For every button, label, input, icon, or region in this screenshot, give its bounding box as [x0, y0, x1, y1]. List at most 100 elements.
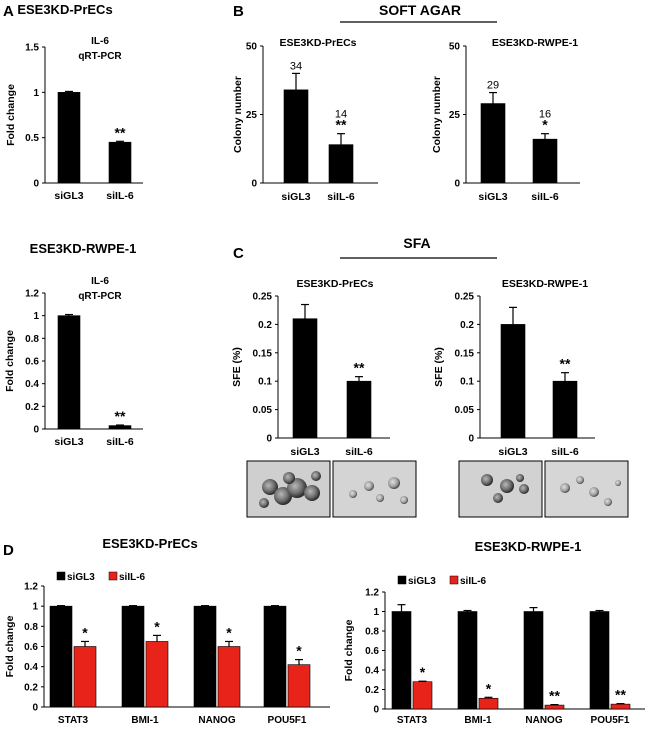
chart-a1: ESE3KD-PrECs IL-6 qRT-PCR 0 0.5 1 1.5 Fold chan… — [5, 2, 143, 202]
x-tick-label: siGL3 — [290, 446, 319, 458]
y-tick-label: 0.6 — [365, 646, 379, 657]
y-tick-label: 0.5 — [25, 133, 39, 144]
legend-label: siGL3 — [408, 576, 436, 587]
y-tick-label: 50 — [449, 42, 461, 53]
significance-marker: ** — [115, 124, 126, 140]
significance-marker: ** — [336, 117, 347, 133]
bar — [412, 681, 433, 710]
bar — [57, 315, 81, 430]
y-axis-label: Fold change — [5, 84, 17, 146]
chart-heading: ESE3KD-PrECs — [17, 2, 112, 17]
bar — [500, 324, 526, 439]
y-axis-label: Colony number — [431, 76, 443, 153]
bar — [49, 605, 73, 708]
y-tick-label: 0 — [251, 179, 257, 190]
bar — [589, 611, 610, 710]
bar — [391, 611, 412, 710]
x-tick-label: siIL-6 — [345, 446, 373, 458]
y-tick-label: 1 — [33, 311, 39, 322]
chart-heading: ESE3KD-PrECs — [296, 278, 373, 290]
chart-d1: ESE3KD-PrECs 0 0.2 0.4 0.6 0.8 1 1.2 Fold change… — [4, 536, 330, 726]
y-tick-label: 0 — [454, 179, 460, 190]
significance-marker: ** — [115, 408, 126, 424]
chart-b2: ESE3KD-RWPE-1 0 25 50 Colony number siGL3 siIL… — [431, 37, 580, 203]
x-tick-label: siGL3 — [54, 436, 83, 448]
bar — [523, 611, 544, 710]
bar — [217, 646, 241, 708]
x-tick-label: STAT3 — [58, 715, 89, 726]
legend-swatch — [397, 575, 407, 585]
y-tick-label: 0.25 — [253, 292, 273, 303]
significance-marker: * — [420, 664, 426, 680]
legend-swatch — [449, 575, 459, 585]
chart-heading: ESE3KD-RWPE-1 — [475, 539, 582, 554]
y-tick-label: 0.1 — [460, 377, 474, 388]
microscopy-image-rwpe-siil6 — [544, 460, 629, 518]
y-tick-label: 0.15 — [253, 348, 273, 359]
y-tick-label: 0 — [468, 434, 474, 445]
x-tick-label: siIL-6 — [551, 446, 579, 458]
panel-label-a: A — [3, 3, 14, 20]
y-tick-label: 0.8 — [25, 334, 39, 345]
y-tick-label: 0 — [33, 425, 39, 436]
significance-marker: ** — [354, 360, 365, 376]
y-axis-label: Fold change — [4, 615, 16, 677]
bar — [292, 318, 318, 439]
bar — [57, 92, 81, 184]
bar — [346, 380, 372, 439]
microscopy-image-rwpe-sigl3 — [458, 460, 543, 518]
y-tick-label: 25 — [449, 110, 461, 121]
y-tick-label: 1.2 — [24, 582, 38, 593]
significance-marker: ** — [560, 356, 571, 372]
significance-marker: * — [296, 643, 302, 659]
x-tick-label: POU5F1 — [591, 715, 630, 726]
bar — [193, 605, 217, 708]
legend-swatch — [56, 571, 66, 581]
y-tick-label: 0.4 — [25, 379, 39, 390]
x-tick-label: siGL3 — [54, 190, 83, 202]
x-tick-label: POU5F1 — [268, 715, 307, 726]
microscopy-image-prec-sigl3 — [246, 460, 331, 518]
chart-c2: ESE3KD-RWPE-1 0 0.05 0.1 0.15 0.2 0.25 SFE (%) s… — [433, 278, 595, 458]
bar — [532, 138, 558, 184]
x-tick-label: siIL-6 — [106, 190, 134, 202]
y-tick-label: 0.1 — [258, 377, 272, 388]
bar — [328, 144, 354, 184]
y-tick-label: 1 — [373, 607, 379, 618]
y-axis-label: Fold change — [4, 330, 16, 392]
bar — [480, 103, 506, 184]
bar — [108, 141, 132, 184]
chart-title-line: IL-6 — [91, 276, 109, 287]
y-axis-label: SFE (%) — [433, 347, 445, 387]
chart-d2: ESE3KD-RWPE-1 0 0.2 0.4 0.6 0.8 1 1.2 Fold chang… — [343, 539, 645, 726]
y-tick-label: 0.25 — [455, 292, 475, 303]
x-tick-label: siIL-6 — [531, 191, 559, 203]
y-tick-label: 1.2 — [365, 588, 379, 599]
bar — [73, 646, 97, 708]
y-tick-label: 0.6 — [25, 357, 39, 368]
bar — [283, 89, 309, 184]
y-tick-label: 0 — [33, 179, 39, 190]
chart-heading: ESE3KD-RWPE-1 — [502, 278, 588, 290]
legend-label: siGL3 — [67, 572, 95, 583]
legend-label: siIL-6 — [460, 576, 487, 587]
y-tick-label: 0.2 — [460, 320, 474, 331]
bar — [552, 380, 578, 439]
y-tick-label: 0.05 — [455, 405, 475, 416]
chart-heading: ESE3KD-RWPE-1 — [492, 37, 578, 49]
x-tick-label: siGL3 — [498, 446, 527, 458]
bar — [610, 703, 631, 710]
y-tick-label: 0 — [373, 705, 379, 716]
bar — [145, 641, 169, 708]
x-tick-label: BMI-1 — [131, 715, 159, 726]
y-tick-label: 1 — [33, 88, 39, 99]
significance-marker: * — [226, 624, 232, 640]
y-tick-label: 0 — [32, 703, 38, 714]
chart-heading: ESE3KD-PrECs — [102, 536, 197, 551]
panel-label-d: D — [3, 542, 14, 559]
chart-title-line: qRT-PCR — [78, 291, 122, 302]
y-tick-label: 0 — [266, 434, 272, 445]
bar — [544, 704, 565, 710]
y-tick-label: 0.2 — [365, 685, 379, 696]
chart-heading: ESE3KD-RWPE-1 — [30, 241, 137, 256]
